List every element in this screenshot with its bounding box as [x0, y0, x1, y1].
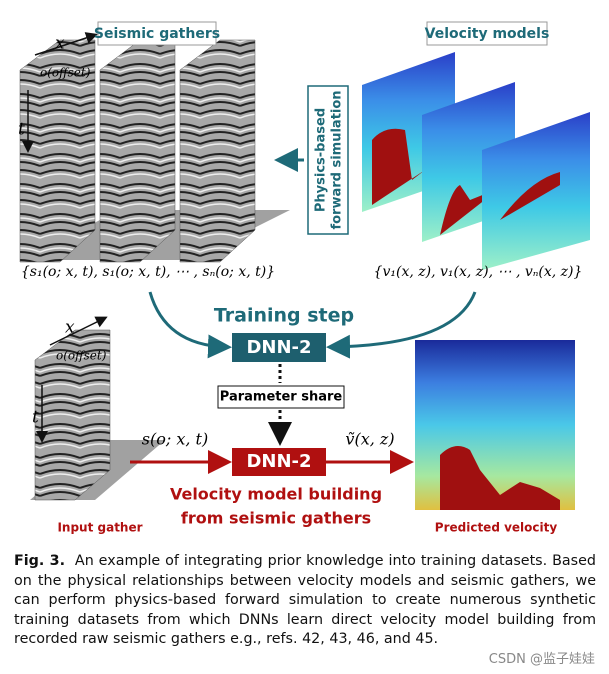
- arrow: [148, 291, 232, 359]
- label: Velocity models: [425, 26, 550, 42]
- predicted-panel: [415, 340, 575, 510]
- axis-label: t: [18, 120, 25, 140]
- label: Velocity model building: [170, 485, 382, 504]
- seismic-panels: [19, 32, 290, 263]
- label: Parameter share: [220, 390, 343, 405]
- label: Physics-based: [314, 108, 329, 212]
- formula: ṽ(x, z): [345, 430, 394, 449]
- axis-label: x: [55, 34, 65, 54]
- arrow: [326, 291, 477, 359]
- axis-label: t: [32, 408, 39, 428]
- figure: x o(offset) t Seismic gathers Velocity m…: [18, 21, 590, 535]
- formula: {s₁(o; x, t), s₁(o; x, t), ⋯ , sₙ(o; x, …: [21, 264, 275, 280]
- input-gather-panel: [30, 316, 165, 501]
- label-box: [307, 85, 349, 235]
- label: Seismic gathers: [94, 26, 220, 42]
- caption-text: An example of integrating prior knowledg…: [14, 553, 596, 647]
- label: DNN-2: [246, 337, 311, 358]
- label: Input gather: [57, 521, 142, 535]
- axis-label: x: [65, 318, 75, 338]
- label-box: [426, 21, 548, 46]
- label: Predicted velocity: [435, 521, 558, 535]
- label-box: [97, 21, 217, 46]
- label: forward simulation: [330, 90, 345, 229]
- label: from seismic gathers: [181, 509, 371, 528]
- velocity-panels: [362, 52, 590, 270]
- dnn-box: [232, 448, 326, 476]
- axis-label: o(offset): [40, 66, 91, 80]
- label: DNN-2: [246, 451, 311, 472]
- dnn-box: [232, 333, 326, 362]
- label: Training step: [214, 305, 354, 327]
- formula: s(o; x, t): [142, 430, 208, 449]
- caption: Fig. 3. An example of integrating prior …: [14, 552, 596, 650]
- label-box: [217, 385, 345, 409]
- formula: {v₁(x, z), v₁(x, z), ⋯ , vₙ(x, z)}: [374, 264, 583, 280]
- caption-label: Fig. 3.: [14, 553, 66, 569]
- watermark: CSDN @监子娃娃: [488, 652, 595, 667]
- axis-label: o(offset): [56, 349, 107, 363]
